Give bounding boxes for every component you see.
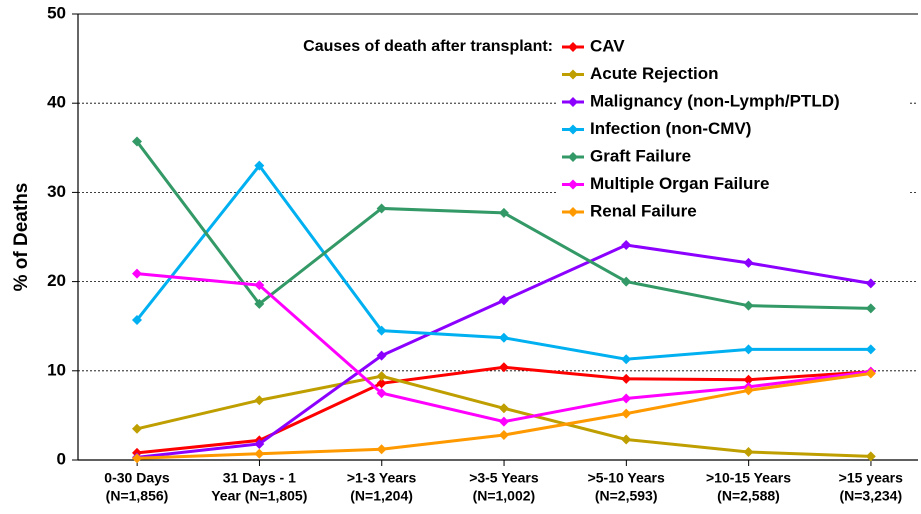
legend-label: Acute Rejection — [590, 64, 718, 83]
y-tick-label: 30 — [47, 182, 66, 201]
marker — [498, 416, 509, 427]
marker — [132, 136, 142, 147]
marker — [254, 395, 265, 406]
x-tick-label: 31 Days - 1 — [223, 470, 296, 486]
legend-marker — [568, 207, 578, 217]
marker — [254, 160, 265, 171]
x-tick-label: >1-3 Years — [347, 470, 417, 486]
marker — [865, 278, 876, 289]
marker — [498, 332, 509, 343]
marker — [743, 257, 754, 268]
x-tick-label: >15 years — [839, 470, 903, 486]
x-tick-label: (N=3,234) — [839, 488, 902, 504]
marker — [743, 300, 754, 311]
marker — [621, 354, 632, 365]
x-tick-label: (N=1,002) — [473, 488, 536, 504]
legend-marker — [568, 69, 578, 80]
marker — [621, 240, 632, 251]
legend-title: Causes of death after transplant: — [303, 38, 553, 55]
x-tick-label: (N=2,593) — [595, 488, 658, 504]
marker — [254, 448, 265, 459]
marker — [132, 453, 142, 464]
y-tick-label: 0 — [57, 449, 66, 468]
marker — [865, 451, 876, 462]
y-tick-label: 40 — [47, 93, 66, 112]
marker — [498, 430, 509, 441]
legend-label: Graft Failure — [590, 146, 691, 165]
marker — [376, 371, 387, 382]
x-tick-label: (N=2,588) — [717, 488, 780, 504]
x-tick-label: >5-10 Years — [588, 470, 665, 486]
marker — [254, 298, 265, 309]
marker — [865, 368, 876, 379]
marker — [498, 295, 509, 306]
marker — [254, 280, 265, 291]
marker — [621, 276, 632, 287]
marker — [376, 325, 387, 336]
y-tick-label: 50 — [47, 3, 66, 22]
x-tick-label: 0-30 Days — [104, 470, 170, 486]
legend-marker — [568, 179, 578, 190]
marker — [743, 344, 754, 355]
marker — [376, 388, 387, 399]
y-axis-label: % of Deaths — [11, 183, 32, 292]
marker — [743, 374, 754, 385]
legend-label: Malignancy (non-Lymph/PTLD) — [590, 91, 840, 110]
legend-label: CAV — [590, 36, 625, 55]
marker — [865, 303, 876, 314]
legend-marker — [568, 42, 578, 52]
x-tick-label: Year (N=1,805) — [211, 488, 307, 504]
marker — [132, 423, 142, 434]
marker — [498, 207, 509, 218]
legend-label: Infection (non-CMV) — [590, 119, 751, 138]
marker — [621, 408, 632, 419]
legend-label: Renal Failure — [590, 201, 697, 220]
marker — [376, 350, 387, 361]
marker — [376, 378, 387, 389]
marker — [376, 203, 387, 214]
marker — [498, 403, 509, 414]
x-tick-label: >3-5 Years — [469, 470, 539, 486]
legend-marker — [568, 124, 578, 135]
marker — [621, 434, 632, 445]
marker — [743, 385, 754, 396]
y-tick-label: 20 — [47, 271, 66, 290]
marker — [621, 373, 632, 384]
marker — [254, 438, 265, 449]
legend-marker — [568, 97, 578, 107]
x-tick-label: >10-15 Years — [706, 470, 791, 486]
marker — [498, 362, 509, 373]
marker — [865, 344, 876, 355]
y-tick-label: 10 — [47, 360, 66, 379]
marker — [376, 444, 387, 455]
marker — [621, 393, 632, 404]
legend-label: Multiple Organ Failure — [590, 174, 769, 193]
legend-marker — [568, 152, 578, 162]
legend-background — [558, 30, 910, 226]
marker — [132, 268, 142, 279]
marker — [132, 314, 142, 325]
x-tick-label: (N=1,204) — [350, 488, 413, 504]
x-tick-label: (N=1,856) — [106, 488, 169, 504]
marker — [743, 446, 754, 457]
